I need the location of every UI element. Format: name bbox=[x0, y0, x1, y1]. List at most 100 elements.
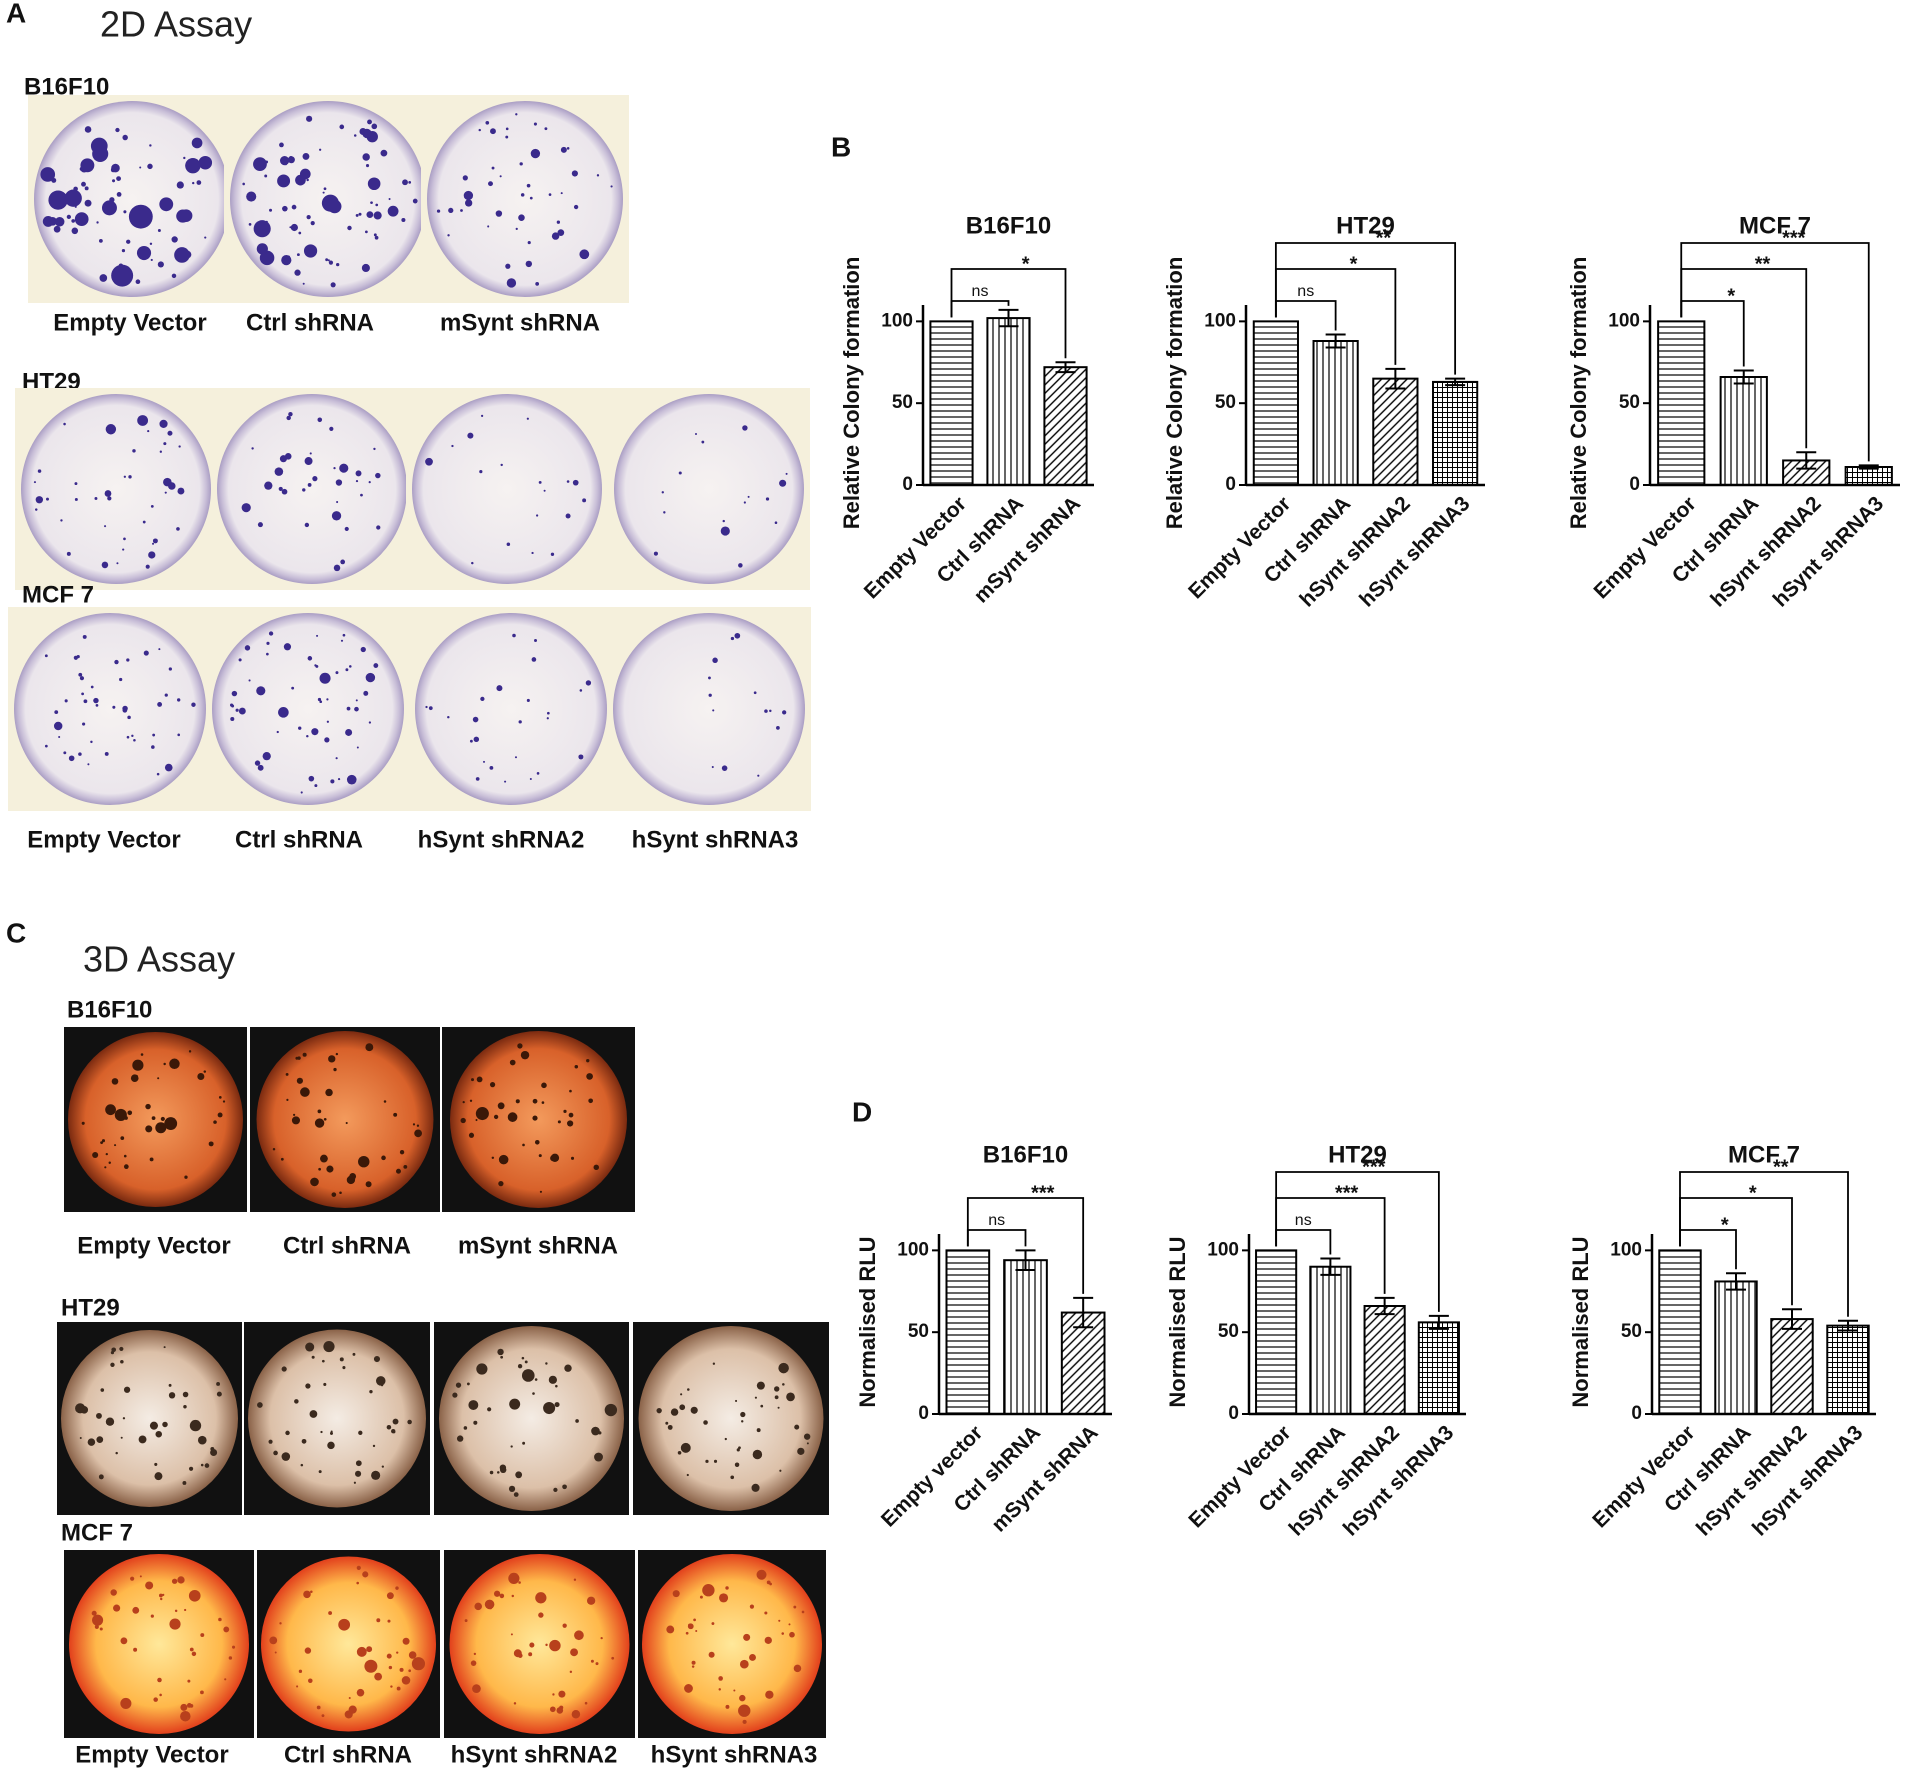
colony bbox=[408, 1651, 417, 1659]
colony bbox=[323, 1382, 327, 1386]
colony bbox=[570, 1648, 578, 1657]
colony bbox=[425, 457, 433, 466]
colony bbox=[336, 500, 339, 504]
colony bbox=[139, 166, 142, 169]
colony bbox=[307, 483, 312, 487]
colony bbox=[42, 215, 54, 227]
colony bbox=[489, 1606, 492, 1610]
colony bbox=[110, 1362, 115, 1367]
significance-label: *** bbox=[1362, 1156, 1386, 1178]
plate-photo bbox=[406, 388, 608, 590]
colony bbox=[541, 1101, 545, 1104]
colony bbox=[329, 1431, 334, 1435]
error-bar bbox=[1838, 1319, 1858, 1332]
colony bbox=[545, 1362, 548, 1365]
y-tick-label: 50 bbox=[892, 392, 913, 413]
error-bar bbox=[1733, 369, 1754, 385]
plate bbox=[217, 394, 407, 584]
colony bbox=[169, 1058, 180, 1069]
panel-title: 3D Assay bbox=[83, 939, 235, 980]
caption: hSynt shRNA3 bbox=[632, 826, 799, 853]
colony bbox=[276, 730, 279, 734]
colony bbox=[515, 1099, 520, 1104]
colony bbox=[348, 1696, 351, 1700]
colony bbox=[266, 641, 270, 645]
colony bbox=[306, 734, 309, 738]
colony bbox=[319, 672, 331, 684]
colony bbox=[508, 1572, 520, 1584]
colony bbox=[753, 691, 757, 695]
colony bbox=[489, 1082, 496, 1088]
colony bbox=[549, 1706, 556, 1713]
colony bbox=[306, 115, 313, 122]
colony bbox=[304, 457, 313, 466]
colony bbox=[257, 522, 263, 528]
colony bbox=[223, 1626, 230, 1633]
colony bbox=[411, 1657, 426, 1671]
error-bar bbox=[998, 308, 1019, 328]
colony bbox=[280, 1157, 284, 1161]
colony bbox=[475, 777, 480, 781]
well bbox=[68, 1032, 243, 1207]
y-axis-label: Relative Colony formation bbox=[1162, 257, 1187, 530]
significance-bracket: *** bbox=[1275, 1156, 1440, 1312]
colony bbox=[782, 1383, 785, 1386]
colony bbox=[363, 690, 369, 696]
colony bbox=[456, 1435, 464, 1442]
colony bbox=[571, 1710, 581, 1719]
colony bbox=[476, 1076, 483, 1083]
colony bbox=[380, 1383, 384, 1387]
colony bbox=[92, 145, 109, 162]
colony bbox=[253, 220, 271, 238]
colony bbox=[765, 1690, 774, 1699]
colony bbox=[568, 1112, 574, 1118]
colony bbox=[369, 1389, 373, 1394]
colony bbox=[579, 249, 590, 260]
error-bar bbox=[1858, 464, 1879, 470]
colony bbox=[123, 475, 126, 478]
colony bbox=[797, 1447, 805, 1455]
colony bbox=[142, 520, 146, 524]
colony bbox=[342, 1366, 346, 1370]
colony bbox=[345, 668, 349, 672]
colony bbox=[176, 209, 190, 223]
colony bbox=[94, 496, 98, 500]
colony bbox=[600, 1637, 603, 1640]
colony bbox=[566, 480, 570, 483]
colony bbox=[231, 690, 238, 697]
well-photo bbox=[633, 1322, 829, 1515]
colony bbox=[499, 175, 502, 178]
plate bbox=[14, 613, 206, 805]
colony bbox=[145, 1581, 154, 1590]
colony bbox=[188, 1589, 201, 1602]
y-tick-label: 0 bbox=[1629, 474, 1640, 495]
bar bbox=[1312, 340, 1359, 486]
colony bbox=[513, 1492, 519, 1497]
colony bbox=[562, 1484, 567, 1490]
colony bbox=[189, 1419, 202, 1432]
colony bbox=[122, 548, 125, 551]
colony bbox=[159, 1593, 163, 1598]
colony bbox=[656, 1407, 662, 1414]
colony bbox=[362, 1571, 369, 1578]
colony bbox=[346, 774, 357, 785]
colony bbox=[366, 1646, 373, 1653]
colony bbox=[708, 1651, 715, 1658]
significance-bracket: ns bbox=[966, 1212, 1027, 1247]
well-photo bbox=[442, 1027, 635, 1212]
plate-photo bbox=[224, 95, 432, 303]
colony bbox=[289, 155, 293, 160]
colony bbox=[667, 1424, 673, 1430]
colony bbox=[679, 1404, 686, 1411]
colony bbox=[764, 709, 768, 713]
colony bbox=[374, 235, 379, 240]
colony bbox=[185, 157, 201, 174]
colony bbox=[127, 1110, 133, 1116]
colony bbox=[235, 708, 239, 712]
colony bbox=[360, 646, 366, 653]
colony bbox=[335, 1052, 339, 1056]
colony bbox=[153, 1697, 158, 1702]
y-tick-label: 100 bbox=[1610, 1239, 1642, 1260]
colony bbox=[111, 1078, 119, 1085]
colony bbox=[665, 1421, 669, 1425]
